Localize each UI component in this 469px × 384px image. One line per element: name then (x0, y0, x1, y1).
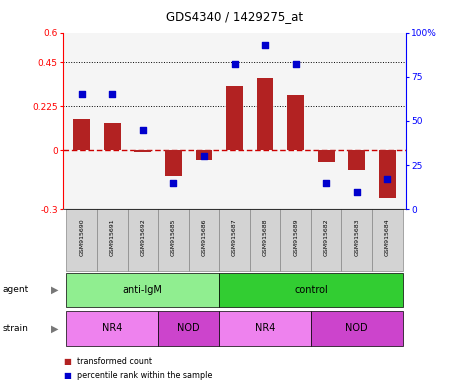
Point (323, 180, 330, 186)
Text: GSM915687: GSM915687 (232, 218, 237, 256)
Bar (379, 151, 396, 197)
Bar (219, 273, 402, 307)
Bar (287, 96, 304, 151)
Bar (250, 209, 280, 271)
Bar (226, 86, 243, 151)
Bar (104, 123, 121, 151)
Bar (158, 209, 189, 271)
Text: GSM915689: GSM915689 (293, 218, 298, 256)
Text: NR4: NR4 (102, 323, 122, 333)
Text: control: control (294, 285, 328, 295)
Bar (165, 151, 182, 176)
Bar (219, 311, 311, 346)
Text: GSM915691: GSM915691 (110, 218, 115, 256)
Text: anti-IgM: anti-IgM (123, 285, 163, 295)
Point (200, 153, 208, 159)
Text: GSM915685: GSM915685 (171, 218, 176, 256)
Bar (128, 209, 158, 271)
Text: GDS4340 / 1429275_at: GDS4340 / 1429275_at (166, 10, 303, 23)
Text: agent: agent (2, 285, 29, 295)
Bar (196, 151, 212, 160)
Text: NOD: NOD (346, 323, 368, 333)
Text: GSM915683: GSM915683 (354, 218, 359, 256)
Point (108, 91, 116, 98)
Bar (67, 311, 158, 346)
Text: GSM915684: GSM915684 (385, 218, 390, 256)
Bar (67, 209, 97, 271)
Bar (257, 78, 273, 151)
Bar (372, 209, 402, 271)
Text: percentile rank within the sample: percentile rank within the sample (77, 371, 213, 380)
Bar (280, 209, 311, 271)
Bar (189, 209, 219, 271)
Bar (311, 209, 341, 271)
Point (384, 176, 391, 182)
Bar (219, 209, 250, 271)
Text: GSM915692: GSM915692 (140, 218, 145, 256)
Bar (97, 209, 128, 271)
Bar (341, 209, 372, 271)
Bar (73, 119, 90, 151)
Text: GSM915682: GSM915682 (324, 218, 329, 256)
Text: GSM915688: GSM915688 (263, 218, 268, 256)
Text: GSM915690: GSM915690 (79, 218, 84, 256)
Point (292, 61, 299, 68)
Text: ▶: ▶ (51, 285, 59, 295)
Point (170, 180, 177, 186)
Bar (158, 311, 219, 346)
Point (139, 127, 146, 133)
Text: ■: ■ (63, 371, 71, 380)
Point (78, 91, 85, 98)
Text: transformed count: transformed count (77, 357, 152, 366)
Point (261, 42, 269, 48)
Bar (67, 273, 219, 307)
Text: strain: strain (2, 324, 28, 333)
Bar (135, 151, 151, 152)
Text: ■: ■ (63, 357, 71, 366)
Bar (318, 151, 334, 162)
Point (353, 189, 361, 195)
Text: NR4: NR4 (255, 323, 275, 333)
Point (231, 61, 238, 68)
Bar (311, 311, 402, 346)
Text: ▶: ▶ (51, 323, 59, 333)
Text: GSM915686: GSM915686 (201, 218, 206, 256)
Text: NOD: NOD (177, 323, 200, 333)
Bar (348, 151, 365, 170)
